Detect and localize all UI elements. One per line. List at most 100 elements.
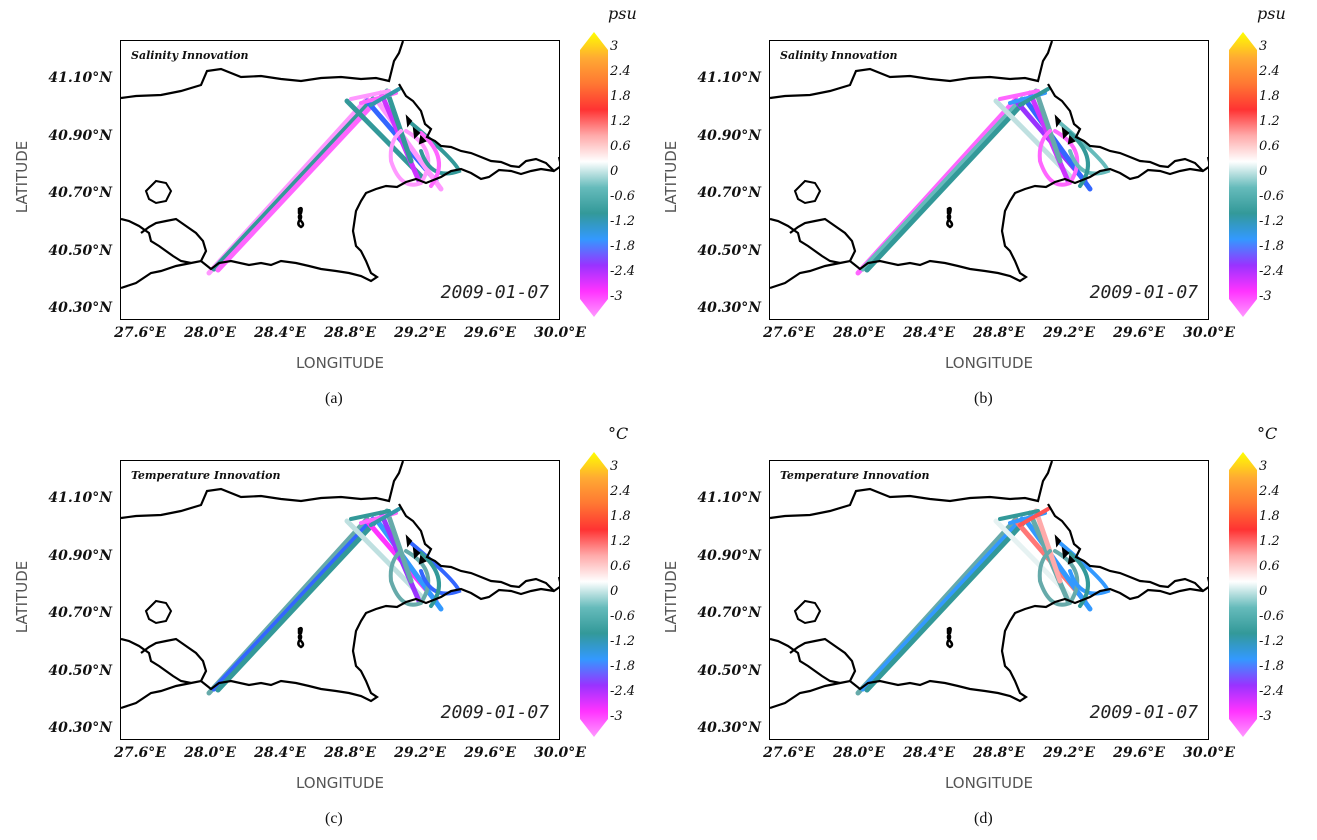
lat-tick-label: 40.70°N bbox=[48, 185, 112, 201]
island bbox=[1054, 534, 1062, 548]
lon-tick-label: 29.6°E bbox=[464, 745, 516, 761]
lat-tick-label: 40.50°N bbox=[48, 663, 112, 679]
track-segment bbox=[378, 90, 422, 184]
colorbar-gradient bbox=[580, 32, 608, 317]
island bbox=[418, 134, 427, 145]
panel-caption: (b) bbox=[974, 390, 993, 407]
y-axis-label: LATITUDE bbox=[662, 560, 680, 634]
colorbar-tick-label: 1.2 bbox=[1259, 114, 1280, 129]
island bbox=[297, 626, 305, 649]
track-segment bbox=[1058, 541, 1111, 596]
lon-tick-label: 30.0°E bbox=[534, 325, 586, 341]
colorbar-tick-label: 1.8 bbox=[1259, 89, 1280, 104]
coastline bbox=[1047, 503, 1208, 593]
coastline bbox=[121, 637, 192, 685]
lat-tick-label: 40.70°N bbox=[697, 185, 761, 201]
lat-tick-label: 40.90°N bbox=[48, 128, 112, 144]
lat-tick-label: 40.30°N bbox=[48, 300, 112, 316]
colorbar-tick-label: -1.2 bbox=[1259, 214, 1285, 229]
colorbar-gradient bbox=[1229, 452, 1257, 737]
track-segment bbox=[344, 518, 424, 599]
lon-tick-label: 28.8°E bbox=[324, 325, 376, 341]
island bbox=[1067, 554, 1076, 565]
track-segment bbox=[1058, 121, 1111, 176]
coastline bbox=[789, 637, 857, 682]
y-axis-label: LATITUDE bbox=[662, 140, 680, 214]
colorbar-tick-label: -1.2 bbox=[1259, 634, 1285, 649]
colorbar-tick-label: 3 bbox=[610, 39, 619, 54]
lon-tick-label: 28.4°E bbox=[903, 745, 955, 761]
colorbar-tick-label: -0.6 bbox=[1259, 189, 1285, 204]
track-segment bbox=[409, 541, 462, 596]
island bbox=[946, 206, 954, 229]
y-axis-label: LATITUDE bbox=[13, 560, 31, 634]
date-label: 2009-01-07 bbox=[440, 282, 549, 303]
colorbar-tick-label: -2.4 bbox=[1259, 684, 1285, 699]
track-segment bbox=[860, 516, 1025, 692]
track-segment bbox=[1022, 516, 1093, 612]
track-segment bbox=[864, 518, 1028, 693]
track-segment bbox=[1068, 551, 1090, 608]
island bbox=[1067, 134, 1076, 145]
lon-tick-label: 27.6°E bbox=[114, 325, 166, 341]
map-title: Temperature Innovation bbox=[780, 469, 930, 482]
map-frame: Temperature Innovation 2009-01-07 bbox=[769, 460, 1209, 740]
track-segment bbox=[211, 516, 376, 692]
island bbox=[946, 626, 954, 649]
coastline bbox=[770, 41, 1054, 100]
lon-tick-label: 27.6°E bbox=[114, 745, 166, 761]
island bbox=[412, 546, 421, 560]
lon-tick-label: 28.4°E bbox=[903, 325, 955, 341]
coastline bbox=[140, 637, 208, 682]
colorbar bbox=[580, 32, 608, 317]
lon-tick-label: 29.6°E bbox=[464, 325, 516, 341]
island bbox=[1054, 114, 1062, 128]
date-label: 2009-01-07 bbox=[1089, 702, 1198, 723]
lon-tick-label: 29.2°E bbox=[1043, 745, 1095, 761]
track-segment bbox=[378, 510, 422, 604]
x-axis-label: LONGITUDE bbox=[944, 354, 1034, 372]
track-segment bbox=[860, 96, 1025, 272]
colorbar-tick-label: 2.4 bbox=[1259, 64, 1280, 79]
map-canvas bbox=[121, 41, 559, 290]
colorbar-tick-label: -2.4 bbox=[610, 264, 636, 279]
colorbar-tick-label: 1.2 bbox=[1259, 534, 1280, 549]
colorbar-tick-label: -2.4 bbox=[1259, 264, 1285, 279]
coastline bbox=[121, 587, 555, 710]
track-segment bbox=[1022, 96, 1093, 192]
colorbar-tick-label: 2.4 bbox=[1259, 484, 1280, 499]
x-axis-label: LONGITUDE bbox=[944, 774, 1034, 792]
colorbar-tick-label: 1.2 bbox=[610, 114, 631, 129]
coastline bbox=[121, 217, 192, 265]
island bbox=[793, 179, 822, 205]
colorbar-tick-label: -1.2 bbox=[610, 214, 636, 229]
colorbar-tick-label: 0.6 bbox=[610, 559, 631, 574]
track-segment bbox=[384, 508, 414, 584]
colorbar-tick-label: -1.8 bbox=[610, 659, 636, 674]
lat-tick-label: 41.10°N bbox=[697, 490, 761, 506]
track-segment bbox=[373, 96, 444, 192]
coastline bbox=[1047, 83, 1208, 173]
track-segment bbox=[369, 507, 401, 527]
lat-tick-label: 40.30°N bbox=[697, 720, 761, 736]
lon-tick-label: 28.0°E bbox=[833, 325, 885, 341]
track-segment bbox=[211, 96, 376, 272]
lat-tick-label: 41.10°N bbox=[48, 70, 112, 86]
colorbar-tick-label: 2.4 bbox=[610, 484, 631, 499]
panel-b: Salinity Innovation 2009-01-07 41.10°N 40.9… bbox=[649, 0, 1289, 408]
track-segment bbox=[864, 98, 1028, 273]
coastline bbox=[121, 41, 405, 100]
lat-tick-label: 40.90°N bbox=[697, 548, 761, 564]
lon-tick-label: 28.0°E bbox=[833, 745, 885, 761]
lon-tick-label: 27.6°E bbox=[763, 325, 815, 341]
colorbar-tick-label: 3 bbox=[1259, 459, 1268, 474]
colorbar-tick-label: -1.8 bbox=[1259, 659, 1285, 674]
colorbar-tick-label: 3 bbox=[610, 459, 619, 474]
map-title: Temperature Innovation bbox=[131, 469, 281, 482]
lat-tick-label: 40.50°N bbox=[697, 663, 761, 679]
lat-tick-label: 40.90°N bbox=[48, 548, 112, 564]
colorbar-tick-label: 1.8 bbox=[610, 509, 631, 524]
colorbar-tick-label: -3 bbox=[610, 709, 623, 724]
unit-label: psu bbox=[608, 4, 637, 23]
lon-tick-label: 30.0°E bbox=[534, 745, 586, 761]
